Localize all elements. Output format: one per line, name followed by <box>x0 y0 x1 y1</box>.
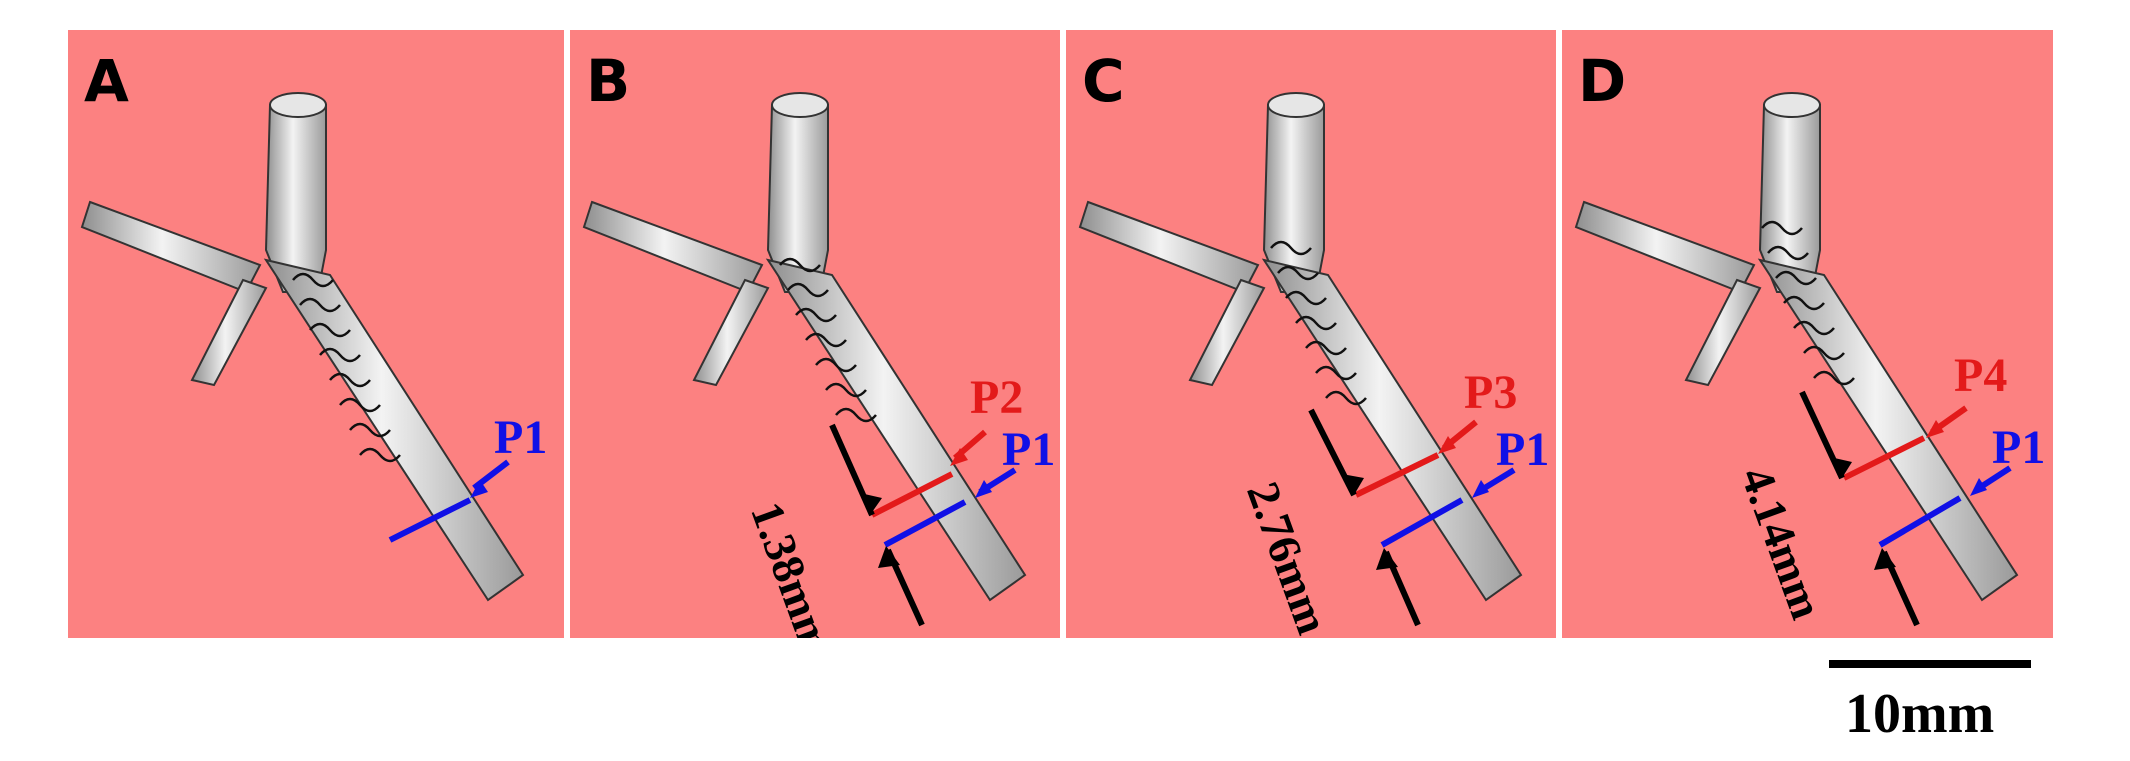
p1-section-line <box>388 497 472 543</box>
panel-letter-c: C <box>1082 47 1125 115</box>
stent <box>292 272 401 463</box>
panel-letter-b: B <box>586 47 631 115</box>
vessel-stent-model-d <box>1574 92 2019 627</box>
vessel-stent-model-a <box>80 92 525 602</box>
marker-label-p3: P3 <box>1464 366 1518 419</box>
marker-label-p1: P1 <box>1002 423 1056 476</box>
panel-letter-d: D <box>1578 47 1627 115</box>
panel-d: D P4 P1 4.14mm <box>1562 30 2053 638</box>
p1-section-line <box>883 499 967 548</box>
marker-label-p1: P1 <box>1992 421 2046 474</box>
marker-label-p1: P1 <box>1496 423 1550 476</box>
marker-label-p1: P1 <box>494 411 548 464</box>
lower-branch <box>190 278 268 387</box>
vessel-stent-model-b <box>582 92 1027 627</box>
scale-bar-label: 10mm <box>1845 683 1995 745</box>
left-branch <box>80 200 262 294</box>
vessel-geometry <box>80 104 525 602</box>
marker-label-p2: P2 <box>970 371 1024 424</box>
p2-section-line <box>870 471 954 518</box>
panel-b: B P2 P1 1.38mm <box>570 30 1060 638</box>
panel-c: C P3 P1 2.76mm <box>1066 30 1556 638</box>
trunk-opening <box>269 92 327 118</box>
p1-arrowhead <box>470 480 488 498</box>
panel-a: A P1 <box>68 30 564 638</box>
panel-letter-a: A <box>84 47 129 115</box>
vessel-stent-model-c <box>1078 92 1523 627</box>
scale-bar <box>1829 660 2031 668</box>
marker-label-p4: P4 <box>1954 349 2008 402</box>
main-vessel <box>263 258 525 602</box>
